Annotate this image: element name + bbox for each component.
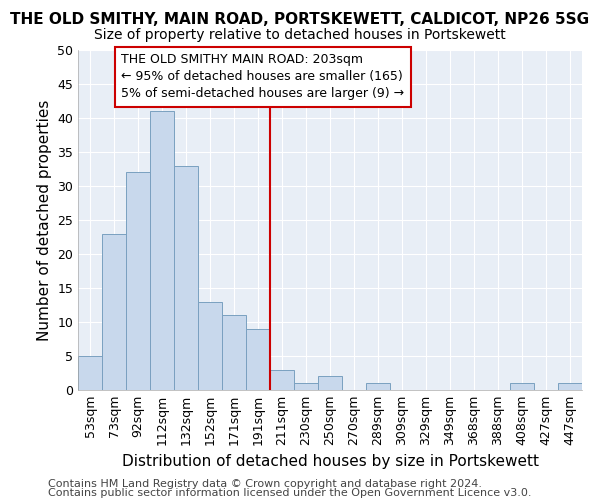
Bar [150, 111, 174, 390]
Bar [294, 383, 318, 390]
Bar [318, 376, 342, 390]
Bar [246, 329, 270, 390]
X-axis label: Distribution of detached houses by size in Portskewett: Distribution of detached houses by size … [121, 454, 539, 468]
Bar [558, 383, 582, 390]
Bar [222, 315, 246, 390]
Text: Contains HM Land Registry data © Crown copyright and database right 2024.: Contains HM Land Registry data © Crown c… [48, 479, 482, 489]
Text: Size of property relative to detached houses in Portskewett: Size of property relative to detached ho… [94, 28, 506, 42]
Bar [270, 370, 294, 390]
Bar [174, 166, 198, 390]
Text: THE OLD SMITHY, MAIN ROAD, PORTSKEWETT, CALDICOT, NP26 5SG: THE OLD SMITHY, MAIN ROAD, PORTSKEWETT, … [10, 12, 590, 28]
Text: Contains public sector information licensed under the Open Government Licence v3: Contains public sector information licen… [48, 488, 532, 498]
Bar [510, 383, 534, 390]
Text: THE OLD SMITHY MAIN ROAD: 203sqm
← 95% of detached houses are smaller (165)
5% o: THE OLD SMITHY MAIN ROAD: 203sqm ← 95% o… [121, 54, 404, 100]
Bar [126, 172, 150, 390]
Bar [78, 356, 102, 390]
Bar [102, 234, 126, 390]
Y-axis label: Number of detached properties: Number of detached properties [37, 100, 52, 340]
Bar [198, 302, 222, 390]
Bar [366, 383, 390, 390]
